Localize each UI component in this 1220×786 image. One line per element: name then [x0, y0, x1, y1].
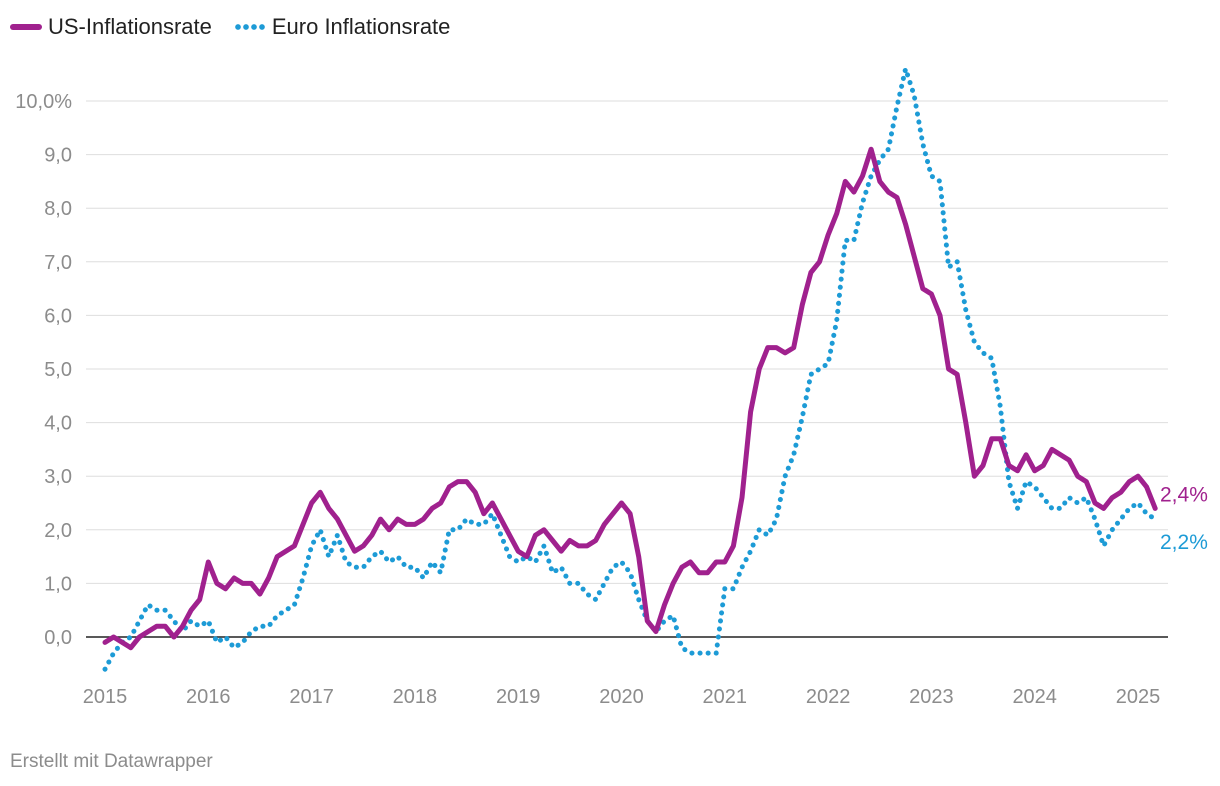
- euro-end-label: 2,2%: [1160, 531, 1208, 554]
- x-tick-label: 2020: [599, 686, 644, 708]
- x-tick-label: 2019: [496, 686, 541, 708]
- y-tick-label: 1,0: [44, 573, 72, 595]
- us-end-label: 2,4%: [1160, 483, 1208, 506]
- x-tick-label: 2024: [1012, 686, 1057, 708]
- y-tick-label: 5,0: [44, 359, 72, 381]
- x-tick-label: 2015: [83, 686, 128, 708]
- y-tick-label: 2,0: [44, 520, 72, 542]
- y-axis-ticks: 0,0 1,0 2,0 3,0 4,0 5,0 6,0 7,0 8,0 9,0 10,0%: [15, 91, 72, 649]
- legend-label-euro: Euro Inflationsrate: [271, 14, 451, 39]
- euro-inflation-line: [102, 66, 1158, 672]
- legend: US-Inflationsrate Euro Inflationsrate: [10, 14, 450, 40]
- legend-item-us: US-Inflationsrate: [10, 14, 212, 40]
- x-tick-label: 2021: [703, 686, 748, 708]
- legend-label-us: US-Inflationsrate: [48, 14, 212, 39]
- y-tick-label: 6,0: [44, 305, 72, 327]
- x-tick-label: 2016: [186, 686, 231, 708]
- y-tick-label: 8,0: [44, 198, 72, 220]
- gridlines: [86, 100, 1168, 638]
- x-tick-label: 2022: [806, 686, 851, 708]
- y-tick-label: 9,0: [44, 145, 72, 167]
- x-tick-label: 2018: [393, 686, 438, 708]
- x-tick-label: 2025: [1116, 686, 1161, 708]
- legend-swatch-us: [10, 24, 42, 30]
- x-tick-label: 2017: [289, 686, 334, 708]
- y-tick-label: 4,0: [44, 413, 72, 435]
- series-lines: [102, 66, 1158, 672]
- legend-item-euro: Euro Inflationsrate: [233, 14, 451, 40]
- y-tick-label: 3,0: [44, 466, 72, 488]
- x-tick-label: 2023: [909, 686, 954, 708]
- x-axis-ticks: 2015 2016 2017 2018 2019 2020 2021 2022 2023 2024…: [83, 686, 1161, 708]
- footer-credit: Erstellt mit Datawrapper: [10, 751, 213, 772]
- y-tick-label: 7,0: [44, 252, 72, 274]
- y-tick-label: 10,0%: [15, 91, 72, 113]
- y-tick-label: 0,0: [44, 627, 72, 649]
- legend-swatch-euro: [233, 24, 266, 30]
- end-labels: 2,4% 2,2%: [1160, 483, 1208, 554]
- us-inflation-line: [102, 146, 1158, 651]
